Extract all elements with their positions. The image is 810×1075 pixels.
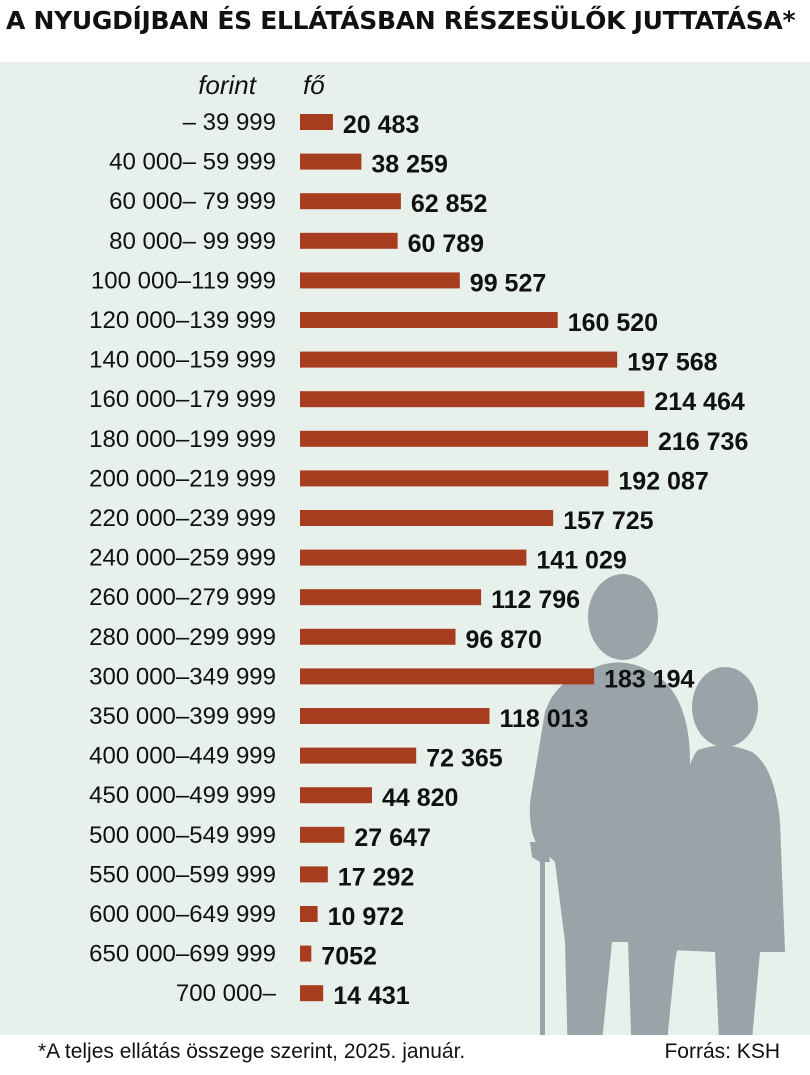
category-label: 350 000–399 999 (89, 703, 276, 730)
bar (300, 589, 482, 606)
value-label: 72 365 (426, 745, 503, 773)
bar (300, 668, 595, 685)
value-label: 183 194 (604, 665, 694, 693)
value-label: 7052 (321, 943, 377, 971)
category-label: – 39 999 (183, 109, 276, 136)
bar (300, 747, 417, 764)
value-label: 62 852 (411, 190, 487, 218)
value-label: 157 725 (563, 507, 653, 535)
source-note: Forrás: KSH (664, 1040, 780, 1063)
bar (300, 391, 645, 408)
value-unit-label: fő (303, 70, 325, 100)
category-label: 80 000– 99 999 (109, 228, 276, 255)
bar (300, 153, 362, 170)
value-label: 96 870 (466, 626, 542, 654)
category-label: 200 000–219 999 (89, 465, 276, 492)
bar (300, 906, 318, 922)
category-label: 300 000–349 999 (89, 663, 276, 690)
chart-title: A NYUGDÍJBAN ÉS ELLÁTÁSBAN RÉSZESÜLŐK JU… (6, 6, 796, 35)
value-label: 118 013 (500, 705, 589, 733)
bar (300, 945, 312, 962)
category-label: 700 000– (176, 980, 277, 1007)
category-label: 40 000– 59 999 (109, 149, 276, 176)
bar (300, 549, 527, 566)
bar (300, 470, 609, 487)
elderly-woman-silhouette (660, 667, 785, 1035)
category-label: 280 000–299 999 (89, 624, 276, 651)
value-label: 20 483 (343, 111, 419, 139)
bar (300, 510, 554, 526)
category-label: 260 000–279 999 (89, 584, 276, 611)
bar (300, 866, 328, 883)
value-label: 112 796 (491, 586, 580, 614)
value-label: 216 736 (658, 428, 748, 456)
bar (300, 272, 460, 289)
category-unit-label: forint (198, 70, 258, 100)
category-label: 180 000–199 999 (89, 426, 276, 453)
value-label: 214 464 (654, 388, 744, 416)
category-label: 600 000–649 999 (89, 901, 276, 928)
footnote: *A teljes ellátás összege szerint, 2025.… (38, 1040, 466, 1063)
category-label: 400 000–449 999 (89, 743, 276, 770)
value-label: 17 292 (338, 863, 414, 891)
value-label: 141 029 (536, 547, 626, 575)
bar (300, 232, 398, 249)
category-label: 120 000–139 999 (89, 307, 276, 334)
category-label: 160 000–179 999 (89, 386, 276, 413)
bar (300, 351, 618, 368)
category-label: 650 000–699 999 (89, 941, 276, 968)
value-label: 27 647 (354, 824, 430, 852)
bar (300, 826, 345, 843)
bar (300, 312, 558, 328)
bar (300, 985, 324, 1002)
value-label: 44 820 (382, 784, 458, 812)
category-label: 240 000–259 999 (89, 545, 276, 572)
bar (300, 430, 648, 447)
category-label: 60 000– 79 999 (109, 188, 276, 215)
bar (300, 114, 333, 130)
value-label: 99 527 (470, 269, 546, 297)
value-label: 38 259 (371, 151, 447, 179)
category-label: 500 000–549 999 (89, 822, 276, 849)
elderly-couple-silhouette (529, 574, 785, 1035)
bar (300, 193, 401, 210)
category-label: 450 000–499 999 (89, 782, 276, 809)
elderly-man-silhouette (529, 574, 705, 1035)
value-label: 192 087 (618, 467, 708, 495)
bar (300, 787, 372, 804)
category-label: 140 000–159 999 (89, 347, 276, 374)
value-label: 160 520 (568, 309, 658, 337)
category-label: 550 000–599 999 (89, 861, 276, 888)
value-label: 14 431 (333, 982, 410, 1010)
bar (300, 628, 456, 645)
bar-chart: forint fő – 39 999 20 483 40 000– 59 999 38 2… (89, 70, 748, 1010)
value-label: 60 789 (408, 230, 484, 258)
category-label: 100 000–119 999 (91, 267, 276, 294)
bar (300, 708, 490, 724)
category-label: 220 000–239 999 (89, 505, 276, 532)
value-label: 10 972 (328, 903, 404, 931)
chart-panel: forint fő – 39 999 20 483 40 000– 59 999 38 2… (0, 62, 810, 1035)
value-label: 197 568 (627, 349, 717, 377)
